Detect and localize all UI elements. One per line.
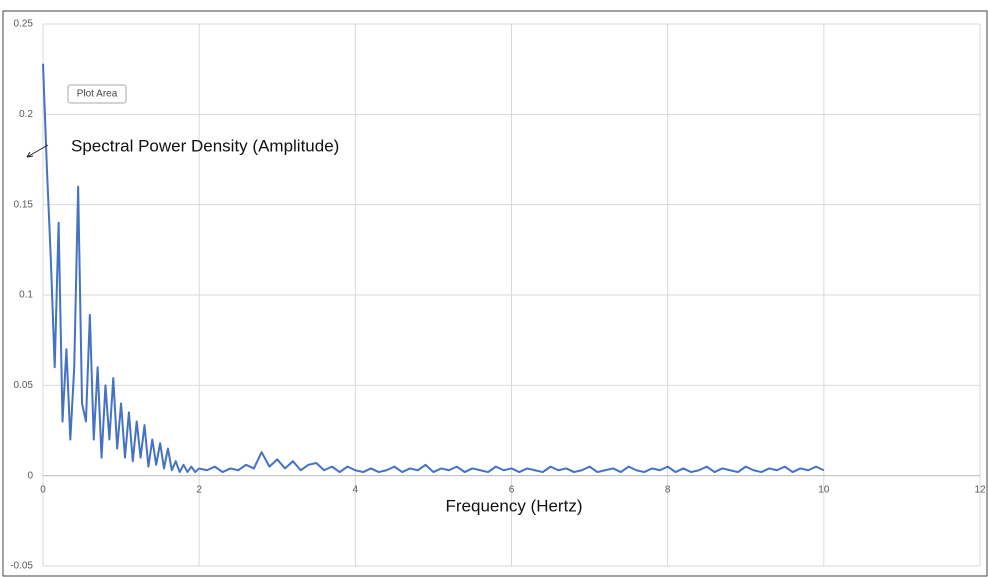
x-tick-label: 6 <box>509 484 515 495</box>
y-tick-label: 0.1 <box>19 290 33 301</box>
y-tick-label: 0.05 <box>14 380 34 391</box>
tooltip: Plot Area <box>77 89 118 100</box>
y-tick-label: 0.2 <box>19 109 33 120</box>
x-tick-label: 8 <box>665 484 671 495</box>
series-line <box>42 63 825 474</box>
annotation: Spectral Power Density (Amplitude) <box>71 136 339 155</box>
x-tick-label: 0 <box>40 484 46 495</box>
arrow-head <box>26 151 34 158</box>
x-axis-label: Frequency (Hertz) <box>446 496 583 515</box>
marks <box>42 63 825 474</box>
x-tick-label: 4 <box>353 484 359 495</box>
y-tick-label: 0.25 <box>14 19 34 30</box>
grid: -0.05 0 0.05 0.1 0.15 0.2 0.25 0 2 4 6 8 10 12 <box>10 19 986 572</box>
x-tick-label: 10 <box>818 484 830 495</box>
y-tick-label: 0.15 <box>14 199 34 210</box>
annotation-arrow <box>26 144 49 158</box>
y-tick-label: 0 <box>27 470 33 481</box>
chart-frame <box>2 10 988 577</box>
x-tick-label: 2 <box>196 484 202 495</box>
y-tick-label: -0.05 <box>10 561 33 572</box>
tooltip-box <box>67 84 127 104</box>
x-tick-label: 12 <box>974 484 986 495</box>
